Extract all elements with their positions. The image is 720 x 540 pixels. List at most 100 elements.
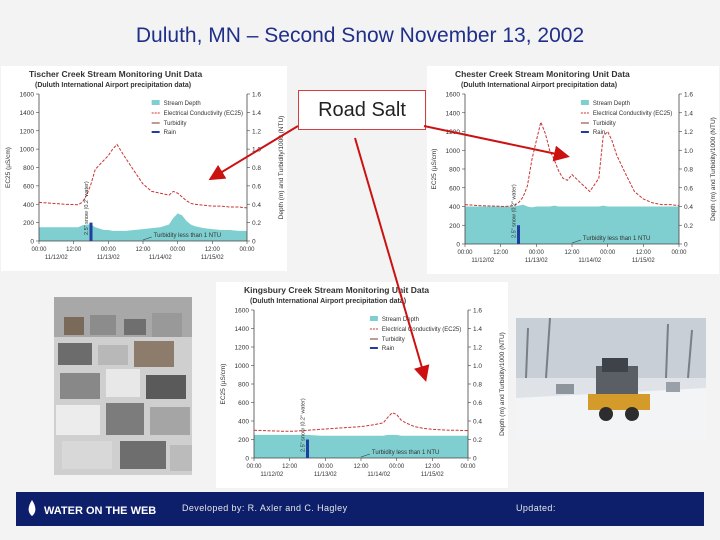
y-axis-label: EC25 (µS/cm) xyxy=(220,364,227,405)
logo-text: WATER ON THE WEB xyxy=(44,505,156,517)
kingsbury-creek-chart-svg: Kingsbury Creek Stream Monitoring Unit D… xyxy=(220,285,506,478)
road-salt-callout: Road Salt xyxy=(298,90,426,130)
kingsbury-creek-chart: Kingsbury Creek Stream Monitoring Unit D… xyxy=(216,282,508,488)
y2-tick-label: 1.0 xyxy=(473,363,482,370)
y2-tick-label: 0.6 xyxy=(473,400,482,407)
chart-subtitle: (Duluth International Airport precipitat… xyxy=(35,82,191,89)
legend-label: Electrical Conductivity (EC25) xyxy=(593,111,672,117)
y2-tick-label: 1.6 xyxy=(252,92,261,99)
legend-label: Stream Depth xyxy=(593,101,630,107)
x-date-label: 11/13/02 xyxy=(314,472,338,478)
y-axis-label: EC25 (µS/cm) xyxy=(431,149,438,190)
chart-legend: Stream Depth Electrical Conductivity (EC2… xyxy=(151,100,243,136)
chester-creek-chart: Chester Creek Stream Monitoring Unit Dat… xyxy=(427,66,719,274)
legend-label: Turbidity xyxy=(593,121,616,127)
y2-tick-label: 1.4 xyxy=(252,110,261,117)
y-tick-label: 200 xyxy=(449,223,460,230)
x-tick-label: 12:00 xyxy=(425,464,441,470)
x-tick-label: 12:00 xyxy=(493,250,509,256)
legend-label: Turbidity xyxy=(382,337,405,343)
y2-tick-label: 0.4 xyxy=(252,202,261,209)
y-tick-label: 0 xyxy=(30,239,34,246)
x-date-label: 11/12/02 xyxy=(45,255,69,261)
legend-label: Stream Depth xyxy=(382,317,419,323)
y2-axis-label: Depth (m) and Turbidity/1000 (NTU) xyxy=(499,332,506,436)
x-tick-label: 00:00 xyxy=(600,250,616,256)
y2-tick-label: 1.2 xyxy=(252,128,261,135)
slide-title: Duluth, MN – Second Snow November 13, 20… xyxy=(135,24,585,47)
ec25-line xyxy=(464,120,680,208)
x-date-label: 11/12/02 xyxy=(471,258,495,264)
legend-label: Turbidity xyxy=(164,121,187,127)
y-tick-label: 1600 xyxy=(446,92,461,99)
y2-tick-label: 1.2 xyxy=(684,129,693,136)
y2-tick-label: 0.8 xyxy=(473,382,482,389)
x-tick-label: 12:00 xyxy=(135,247,151,253)
turbidity-pointer xyxy=(360,453,371,458)
legend-swatch-depth xyxy=(151,100,160,105)
y-tick-label: 600 xyxy=(23,183,34,190)
x-tick-label: 12:00 xyxy=(353,464,369,470)
y-tick-label: 800 xyxy=(449,167,460,174)
x-date-label: 11/13/02 xyxy=(525,258,549,264)
y-tick-label: 1000 xyxy=(20,147,35,154)
x-tick-label: 00:00 xyxy=(101,247,117,253)
x-date-label: 11/14/02 xyxy=(367,472,391,478)
y-tick-label: 1200 xyxy=(446,129,461,136)
snow-annotation: 2.5" snow (0.2" water) xyxy=(301,398,307,452)
y-tick-label: 1200 xyxy=(20,128,35,135)
y2-tick-label: 1.6 xyxy=(684,92,693,99)
y2-tick-label: 0.8 xyxy=(684,167,693,174)
x-tick-label: 12:00 xyxy=(205,247,221,253)
y2-tick-label: 0 xyxy=(473,456,477,463)
developed-by-text: Developed by: R. Axler and C. Hagley xyxy=(182,503,348,513)
turbidity-annotation: Turbidity less than 1 NTU xyxy=(372,450,439,456)
y-axis-label: EC25 (µS/cm) xyxy=(5,147,12,188)
y2-tick-label: 0 xyxy=(252,239,256,246)
x-tick-label: 12:00 xyxy=(282,464,298,470)
water-on-the-web-logo: WATER ON THE WEB xyxy=(28,500,156,517)
y2-axis-label: Depth (m) and Turbidity/1000 (NTU) xyxy=(710,117,717,221)
y-tick-label: 1600 xyxy=(20,92,35,99)
y2-tick-label: 0.4 xyxy=(684,204,693,211)
y-tick-label: 800 xyxy=(238,382,249,389)
chart-title: Tischer Creek Stream Monitoring Unit Dat… xyxy=(29,69,202,79)
x-date-label: 11/15/02 xyxy=(421,472,445,478)
turbidity-annotation: Turbidity less than 1 NTU xyxy=(154,233,221,239)
y2-tick-label: 1.2 xyxy=(473,345,482,352)
y-tick-label: 1200 xyxy=(235,345,250,352)
legend-label: Rain xyxy=(382,346,394,352)
snow-annotation: 2.5" snow (0.2" water) xyxy=(84,181,90,235)
x-date-label: 11/15/02 xyxy=(201,255,225,261)
y-tick-label: 400 xyxy=(23,202,34,209)
x-tick-label: 00:00 xyxy=(246,464,262,470)
chart-subtitle: (Duluth International Airport precipitat… xyxy=(250,298,406,305)
x-tick-label: 00:00 xyxy=(460,464,476,470)
legend-swatch-depth xyxy=(369,316,378,321)
x-date-label: 11/12/02 xyxy=(260,472,284,478)
tischer-creek-chart-svg: Tischer Creek Stream Monitoring Unit Dat… xyxy=(5,69,285,261)
legend-swatch-depth xyxy=(580,100,589,105)
y2-tick-label: 0.2 xyxy=(473,437,482,444)
y2-tick-label: 1.0 xyxy=(252,147,261,154)
chart-legend: Stream Depth Electrical Conductivity (EC2… xyxy=(580,100,672,136)
y-tick-label: 1000 xyxy=(446,148,461,155)
tischer-creek-chart: Tischer Creek Stream Monitoring Unit Dat… xyxy=(1,66,287,271)
y2-tick-label: 0.6 xyxy=(684,185,693,192)
y-tick-label: 1000 xyxy=(235,363,250,370)
y-tick-label: 600 xyxy=(238,400,249,407)
y2-tick-label: 0.2 xyxy=(252,220,261,227)
legend-label: Electrical Conductivity (EC25) xyxy=(382,327,461,333)
x-date-label: 11/14/02 xyxy=(149,255,173,261)
y-tick-label: 0 xyxy=(456,242,460,249)
ec25-line xyxy=(253,412,469,432)
y-tick-label: 400 xyxy=(238,419,249,426)
legend-label: Electrical Conductivity (EC25) xyxy=(164,111,243,117)
y-tick-label: 200 xyxy=(23,220,34,227)
updated-text: Updated: xyxy=(516,503,556,513)
rain-bar xyxy=(306,439,309,458)
y-tick-label: 800 xyxy=(23,165,34,172)
y2-tick-label: 0.6 xyxy=(252,183,261,190)
x-date-label: 11/14/02 xyxy=(578,258,602,264)
y2-tick-label: 1.0 xyxy=(684,148,693,155)
